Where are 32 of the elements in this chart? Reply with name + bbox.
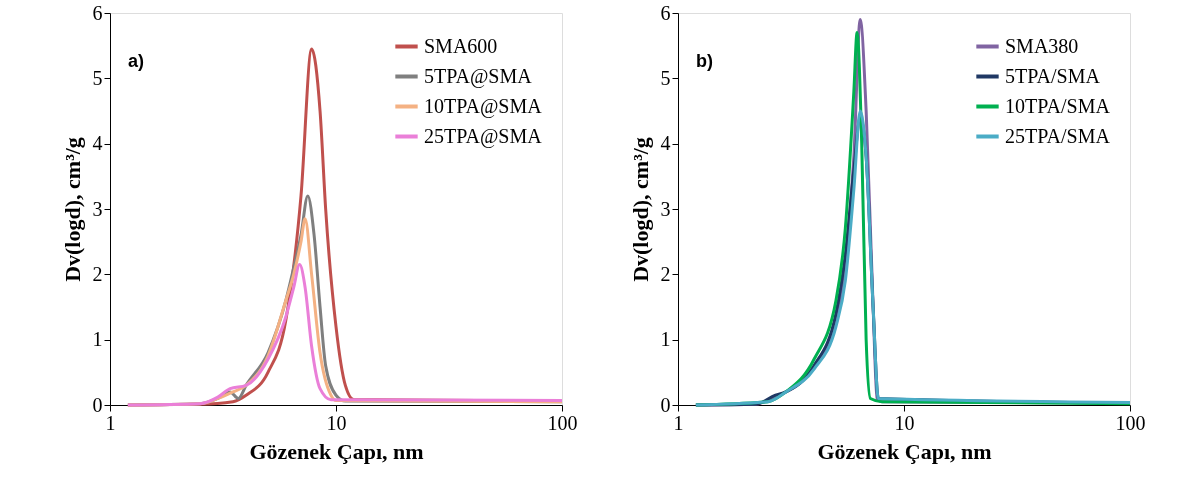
legend-label: 25TPA@SMA [424, 124, 543, 148]
legend-label: SMA600 [424, 34, 498, 57]
annotation: b) [696, 51, 713, 71]
legend-label: 5TPA/SMA [1005, 64, 1101, 87]
legend-label: 25TPA/SMA [1005, 124, 1111, 147]
legend-label: 10TPA@SMA [424, 94, 543, 118]
y-tick-label: 5 [92, 66, 103, 89]
y-tick-label: 6 [92, 1, 103, 24]
x-axis-title: Gözenek Çapı, nm [249, 438, 424, 464]
legend-label: 5TPA@SMA [424, 64, 533, 88]
y-tick-label: 4 [660, 132, 671, 155]
x-axis-title: Gözenek Çapı, nm [817, 438, 992, 464]
y-axis-title: Dv(logd), cm³/g [59, 137, 85, 282]
y-tick-label: 1 [92, 328, 103, 351]
legend-label: SMA380 [1005, 34, 1079, 57]
y-tick-label: 1 [660, 328, 671, 351]
y-tick-label: 3 [92, 197, 103, 220]
y-tick-label: 0 [92, 393, 103, 416]
x-tick-label: 100 [1115, 411, 1146, 434]
annotation: a) [128, 51, 145, 71]
x-tick-label: 100 [547, 411, 578, 434]
y-tick-label: 4 [92, 132, 103, 155]
y-tick-label: 0 [660, 393, 671, 416]
y-tick-label: 5 [660, 66, 671, 89]
x-tick-label: 10 [894, 411, 915, 434]
x-tick-label: 10 [326, 411, 347, 434]
y-tick-label: 2 [92, 262, 103, 285]
y-tick-label: 2 [660, 262, 671, 285]
legend-label: 10TPA/SMA [1005, 94, 1111, 117]
y-tick-label: 3 [660, 197, 671, 220]
y-tick-label: 6 [660, 1, 671, 24]
y-axis-title: Dv(logd), cm³/g [627, 137, 653, 282]
